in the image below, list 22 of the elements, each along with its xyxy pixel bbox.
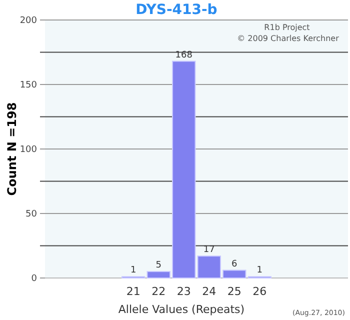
- annotation: © 2009 Charles Kerchner: [237, 34, 340, 43]
- x-tick-label: 25: [227, 285, 242, 298]
- data-label: 5: [156, 260, 162, 271]
- x-axis-title: Allele Values (Repeats): [118, 303, 245, 316]
- y-tick-label: 0: [31, 274, 38, 284]
- x-tick-label: 21: [126, 285, 140, 298]
- x-tick-label: 24: [202, 285, 216, 298]
- x-tick-label: 23: [176, 285, 191, 298]
- data-label: 6: [232, 259, 238, 270]
- annotation: R1b Project: [264, 23, 310, 32]
- data-label: 168: [175, 50, 193, 60]
- x-tick-label: 26: [252, 285, 267, 298]
- data-label: 17: [203, 245, 215, 256]
- y-tick-label: 50: [26, 210, 38, 220]
- y-tick-label: 150: [20, 80, 38, 90]
- chart-title: DYS-413-b: [136, 2, 218, 18]
- data-label: 1: [130, 266, 136, 276]
- y-tick-label: 200: [20, 16, 38, 26]
- x-tick-label: 22: [152, 285, 166, 298]
- data-label: 1: [256, 266, 262, 276]
- y-axis-title: Count N =198: [5, 102, 19, 196]
- y-tick-label: 100: [20, 145, 38, 155]
